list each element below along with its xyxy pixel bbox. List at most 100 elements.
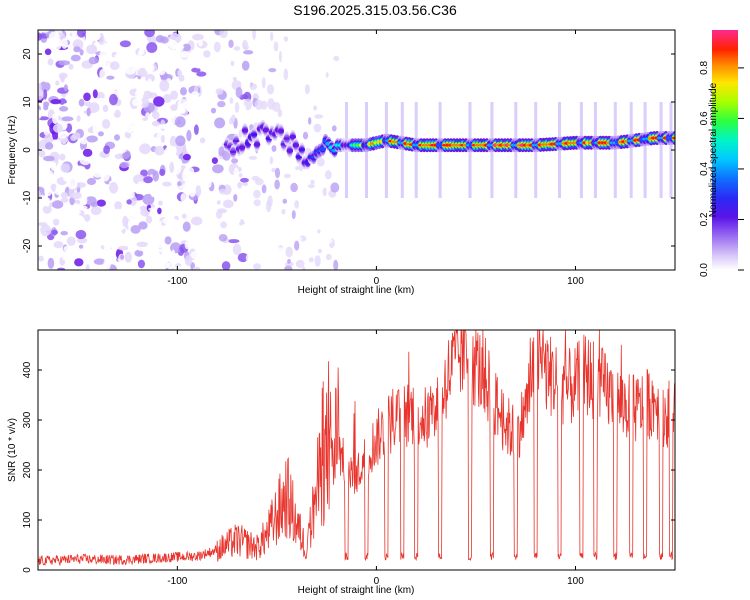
noise-blob [229, 97, 234, 104]
noise-blob [191, 67, 201, 73]
noise-blob [166, 184, 177, 194]
noise-blob [308, 117, 312, 125]
noise-blob [90, 238, 98, 243]
noise-blob [122, 53, 130, 62]
noise-blob [287, 258, 291, 264]
noise-blob [234, 102, 240, 113]
noise-blob [147, 78, 153, 86]
noise-blob [76, 205, 88, 211]
noise-blob [82, 194, 88, 206]
noise-blob [137, 259, 145, 269]
noise-blob [92, 89, 98, 99]
noise-blob [233, 194, 238, 202]
colorbar [712, 30, 738, 270]
noise-blob [84, 214, 91, 222]
noise-blob [137, 50, 143, 62]
noise-blob [80, 138, 88, 145]
noise-blob [119, 176, 131, 188]
noise-blob [55, 184, 64, 193]
noise-blob [79, 155, 92, 166]
noise-blob [42, 263, 48, 270]
noise-blob [220, 199, 224, 205]
noise-blob [38, 196, 51, 205]
noise-blob [61, 197, 69, 203]
noise-blob [249, 112, 256, 119]
noise-blob [313, 123, 322, 133]
noise-blob [60, 191, 69, 199]
noise-blob [78, 98, 85, 107]
noise-blob [316, 157, 325, 167]
noise-blob [302, 266, 306, 270]
noise-blob [240, 177, 249, 183]
noise-blob [52, 218, 60, 226]
noise-blob [266, 84, 275, 95]
noise-blob [333, 55, 340, 62]
noise-blob [187, 212, 192, 219]
noise-blob [166, 196, 173, 205]
noise-blob [74, 258, 84, 267]
noise-blob [270, 31, 274, 42]
noise-blob [233, 46, 241, 51]
y-tick-label: 0 [22, 147, 33, 153]
noise-blob [215, 210, 223, 219]
noise-blob [191, 91, 199, 99]
noise-blob [219, 188, 228, 195]
colorbar-label: Normalized spectral amplitude [708, 82, 719, 217]
noise-blob [310, 179, 315, 185]
noise-blob [253, 189, 261, 199]
noise-blob [66, 236, 76, 246]
noise-blob [168, 55, 181, 63]
noise-blob [117, 245, 129, 251]
noise-blob [159, 208, 171, 220]
noise-blob [242, 238, 253, 244]
y-tick-label: 10 [22, 96, 33, 108]
noise-blob [44, 133, 53, 145]
noise-blob [84, 223, 92, 229]
ridge-cell [671, 136, 675, 140]
noise-blob [211, 58, 215, 68]
noise-blob [78, 244, 84, 249]
y-tick-label: -10 [22, 190, 33, 205]
noise-blob [92, 186, 104, 194]
noise-blob [302, 131, 309, 140]
noise-blob [180, 193, 187, 203]
noise-blob [194, 124, 199, 135]
noise-blob [85, 242, 95, 249]
noise-blob [121, 267, 129, 270]
noise-blob [74, 210, 82, 215]
noise-blob [58, 60, 71, 66]
noise-blob [194, 64, 204, 69]
noise-blob [74, 151, 85, 157]
noise-blob [150, 190, 155, 198]
noise-blob [38, 88, 44, 100]
noise-blob [116, 146, 127, 154]
noise-blob [234, 261, 245, 270]
noise-blob [47, 257, 55, 269]
noise-blob [190, 216, 203, 226]
noise-blob [42, 205, 52, 214]
noise-blob [114, 201, 122, 211]
noise-blob [124, 251, 132, 263]
noise-blob [41, 30, 50, 33]
noise-blob [159, 79, 170, 92]
spike-streak [593, 102, 597, 198]
noise-blob [77, 108, 84, 113]
noise-blob [145, 73, 155, 83]
noise-blob [171, 249, 176, 259]
noise-blob [70, 54, 81, 62]
noise-blob [111, 103, 116, 114]
noise-blob [183, 166, 195, 176]
noise-blob [317, 248, 322, 254]
ridge-cell [253, 143, 261, 146]
noise-blob [86, 107, 91, 117]
snr-xlabel: Height of straight line (km) [298, 585, 415, 596]
noise-blob [206, 127, 214, 134]
noise-blob [210, 80, 223, 87]
noise-blob [38, 149, 46, 158]
noise-blob [97, 131, 104, 137]
noise-blob [42, 169, 54, 180]
noise-blob [215, 88, 224, 95]
noise-blob [170, 104, 178, 111]
noise-blob [291, 210, 296, 220]
noise-blob [60, 231, 68, 236]
